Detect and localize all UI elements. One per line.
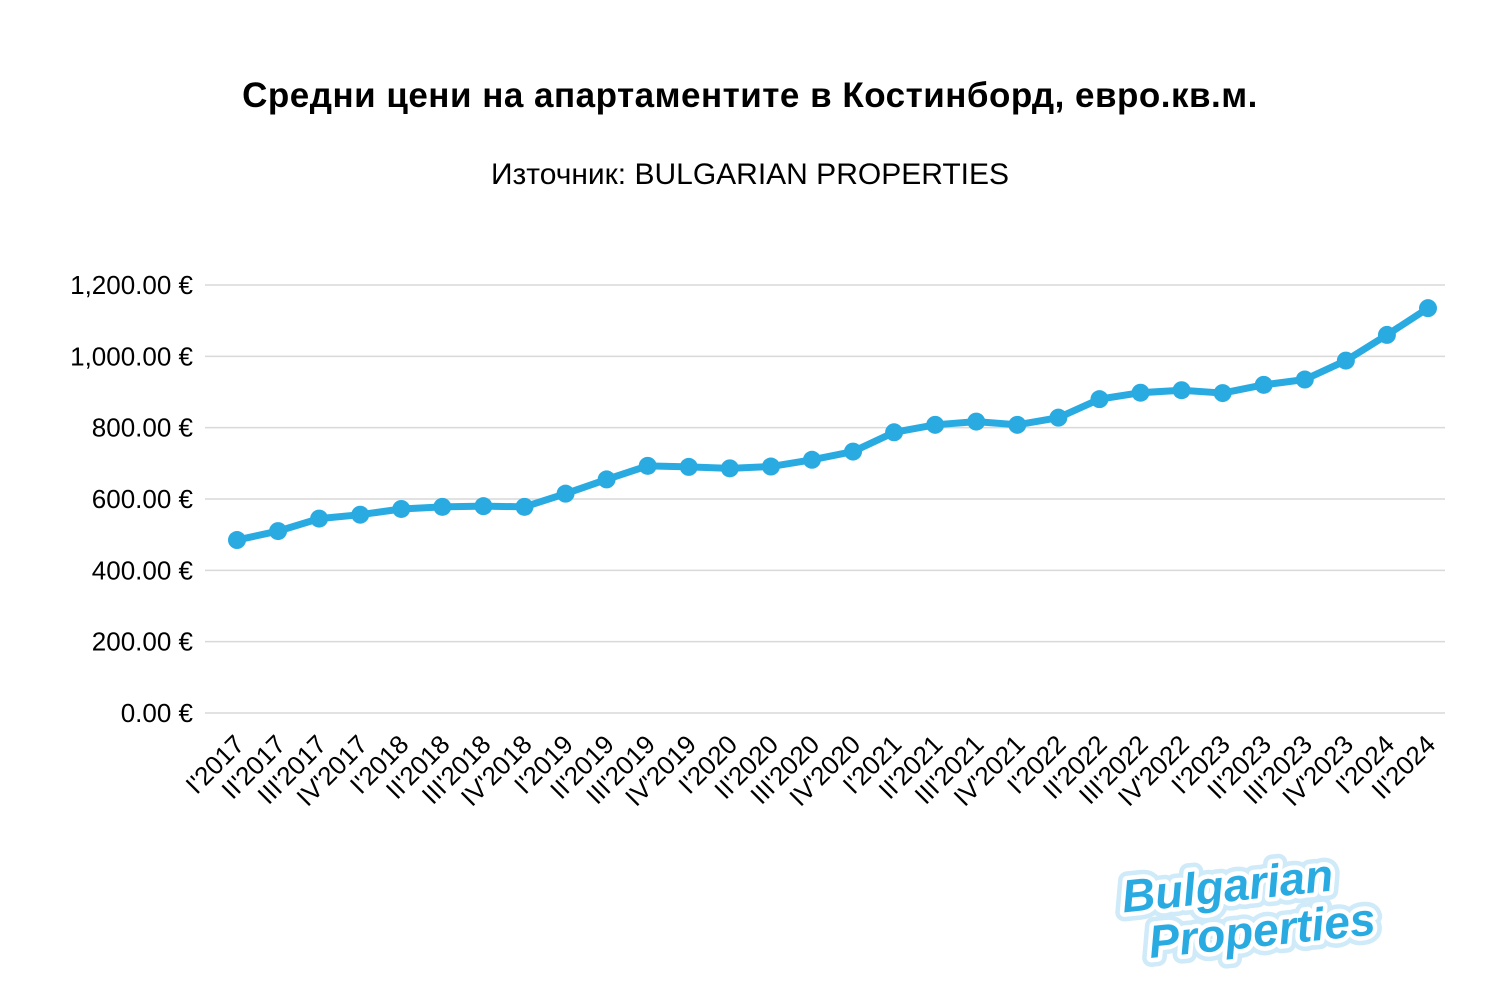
data-point-marker (597, 470, 616, 489)
price-series-line (233, 304, 1432, 544)
data-point-marker (638, 456, 657, 475)
data-point-marker (1419, 299, 1437, 318)
y-axis-tick-label: 600.00 € (92, 484, 194, 514)
data-point-marker (433, 497, 452, 516)
y-axis-tick-label: 200.00 € (92, 627, 194, 657)
data-point-marker (515, 497, 534, 516)
data-point-marker (351, 505, 370, 524)
chart-subtitle: Източник: BULGARIAN PROPERTIES (490, 158, 1010, 191)
data-point-marker (844, 442, 863, 461)
data-point-marker (1213, 384, 1232, 403)
data-point-marker (1090, 390, 1109, 409)
y-axis-tick-label: 0.00 € (121, 698, 194, 728)
data-point-marker (720, 459, 739, 478)
data-point-marker (926, 415, 945, 434)
data-point-marker (1295, 370, 1314, 389)
data-point-marker (556, 484, 575, 503)
data-point-marker (1049, 408, 1068, 427)
data-point-marker (1377, 325, 1396, 344)
data-point-marker (1336, 351, 1355, 370)
data-point-marker (269, 522, 288, 541)
brand-logo-graphic: Bulgarian Properties Bulgarian Propertie… (1110, 840, 1387, 977)
data-point-marker (392, 499, 411, 518)
data-point-marker (885, 423, 904, 442)
chart-title: Средни цени на апартаментите в Костинбор… (242, 76, 1258, 115)
data-point-marker (967, 412, 986, 431)
data-point-marker (679, 457, 698, 476)
y-axis-tick-label: 800.00 € (92, 413, 194, 443)
data-point-marker (474, 497, 493, 516)
data-point-marker (1131, 383, 1150, 402)
y-axis-tick-label: 1,200.00 € (70, 270, 193, 300)
brand-logo: Bulgarian Properties Bulgarian Propertie… (1102, 840, 1442, 977)
data-point-marker (228, 531, 246, 550)
y-axis-tick-label: 400.00 € (92, 555, 194, 585)
data-point-marker (802, 450, 821, 469)
data-point-marker (310, 509, 329, 528)
data-point-marker (761, 457, 780, 476)
y-axis-tick-label: 1,000.00 € (70, 341, 193, 371)
data-point-marker (1254, 375, 1273, 394)
data-point-marker (1172, 381, 1191, 400)
data-point-marker (1008, 415, 1027, 434)
